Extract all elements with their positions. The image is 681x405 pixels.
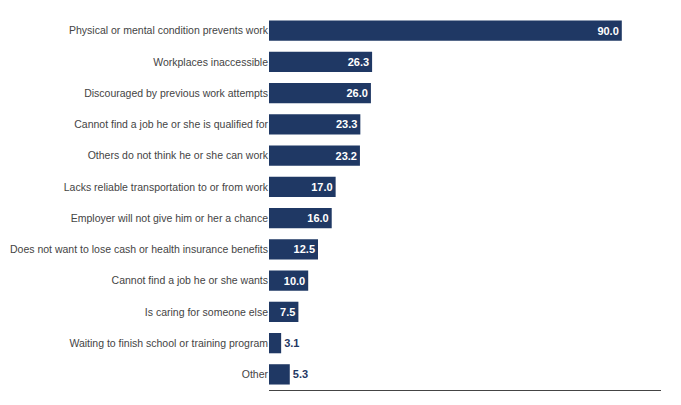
svg-text:Workplaces inaccessible: Workplaces inaccessible	[153, 56, 268, 68]
svg-text:Physical or mental condition p: Physical or mental condition prevents wo…	[69, 24, 269, 36]
svg-text:Discouraged by previous work a: Discouraged by previous work attempts	[84, 87, 268, 99]
svg-text:Others do not think he or she: Others do not think he or she can work	[88, 149, 269, 161]
svg-text:Is caring for someone else: Is caring for someone else	[145, 306, 268, 318]
svg-text:Lacks reliable transportation: Lacks reliable transportation to or from…	[64, 181, 269, 193]
svg-text:10.0: 10.0	[284, 275, 305, 287]
svg-text:Employer will not give him or: Employer will not give him or her a chan…	[71, 212, 268, 224]
svg-text:16.0: 16.0	[307, 212, 328, 224]
svg-text:17.0: 17.0	[311, 181, 332, 193]
svg-text:23.2: 23.2	[336, 150, 357, 162]
svg-text:5.3: 5.3	[293, 368, 308, 380]
svg-text:3.1: 3.1	[284, 337, 299, 349]
svg-text:12.5: 12.5	[294, 243, 315, 255]
svg-text:26.0: 26.0	[346, 87, 367, 99]
svg-text:Cannot find a job he or she wa: Cannot find a job he or she wants	[112, 274, 268, 286]
svg-text:Cannot find a job he or she is: Cannot find a job he or she is qualified…	[74, 118, 268, 130]
svg-text:7.5: 7.5	[280, 306, 295, 318]
svg-text:90.0: 90.0	[597, 25, 618, 37]
svg-text:26.3: 26.3	[348, 56, 369, 68]
svg-text:23.3: 23.3	[336, 118, 357, 130]
svg-text:Other: Other	[242, 368, 269, 380]
svg-text:Waiting to finish school or tr: Waiting to finish school or training pro…	[69, 337, 268, 349]
svg-text:Does not want to lose cash or: Does not want to lose cash or health ins…	[10, 243, 268, 255]
